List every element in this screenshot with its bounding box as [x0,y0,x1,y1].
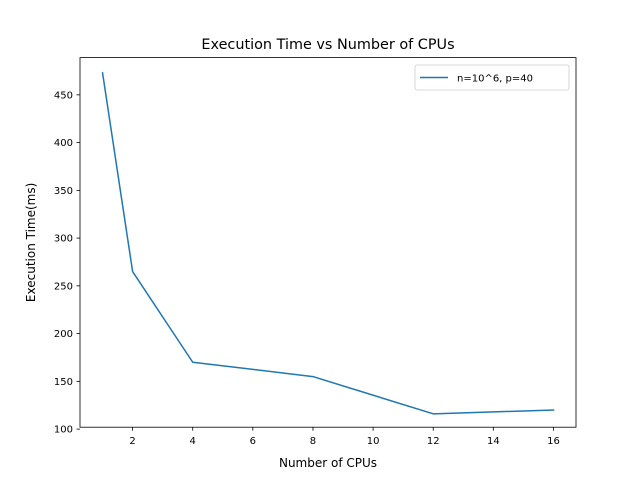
x-tick-label: 6 [250,436,256,447]
legend: n=10^6, p=40 [415,65,569,90]
y-tick-label: 200 [54,329,73,340]
y-tick-label: 100 [54,425,73,436]
x-tick-label: 8 [310,436,316,447]
y-axis-label: Execution Time(ms) [24,183,38,302]
y-tick-label: 250 [54,281,73,292]
x-tick-label: 14 [487,436,500,447]
legend-label: n=10^6, p=40 [457,74,533,85]
y-tick-label: 400 [54,138,73,149]
x-tick-label: 4 [190,436,196,447]
y-tick-label: 350 [54,186,73,197]
y-tick-label: 450 [54,90,73,101]
x-axis-label: Number of CPUs [279,456,377,470]
x-tick-label: 2 [129,436,135,447]
y-tick-label: 150 [54,377,73,388]
x-tick-label: 12 [427,436,440,447]
chart-title: Execution Time vs Number of CPUs [201,37,454,53]
x-tick-label: 10 [367,436,380,447]
y-tick-label: 300 [54,234,73,245]
x-tick-label: 16 [547,436,560,447]
